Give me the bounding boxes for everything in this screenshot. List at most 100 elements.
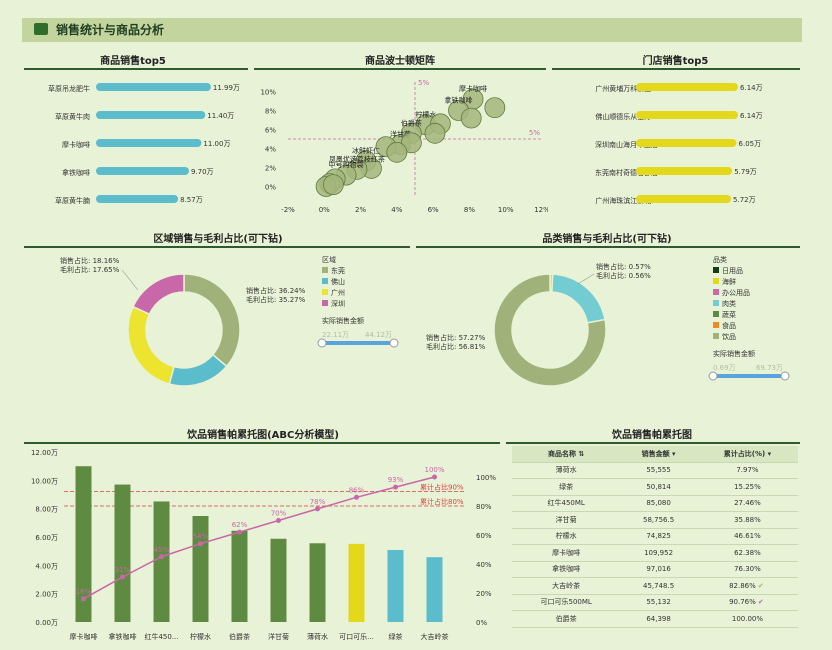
cumulative-line: [83, 476, 435, 600]
scatter-point: [460, 107, 482, 129]
column-header-pct[interactable]: 累计占比(%) ▾: [696, 446, 798, 463]
cell-name: 大吉岭茶: [512, 577, 621, 595]
legend-swatch: [713, 322, 719, 328]
panel-divider: [254, 68, 546, 70]
column-header-name[interactable]: 商品名称 ⇅: [512, 446, 621, 463]
x-tick-label: 0%: [319, 206, 330, 214]
cumulative-point: [81, 596, 86, 602]
pareto-bar: [75, 466, 92, 622]
slider-handle-min[interactable]: [317, 338, 327, 348]
table-row[interactable]: 洋甘菊 58,756.5 35.88%: [512, 511, 798, 529]
bar: [636, 83, 739, 91]
pareto-bar: [309, 543, 326, 622]
table-row[interactable]: 红牛450ML 85,080 27.46%: [512, 495, 798, 512]
panel-title-pareto: 饮品销售帕累托图(ABC分析模型): [187, 430, 339, 441]
table-row[interactable]: 拿铁咖啡 97,016 76.30%: [512, 561, 798, 578]
leader-line: [577, 273, 595, 285]
cell-pct: 76.30%: [696, 561, 798, 578]
slider-handle-min[interactable]: [708, 371, 718, 381]
bar-category-label: 东莞南村奇德名都店: [595, 168, 658, 177]
x-tick-label: 绿茶: [389, 632, 403, 641]
slider-track: [713, 374, 785, 378]
scatter-point-label: 洋甘菊: [390, 130, 411, 139]
table-row[interactable]: 薄荷水 55,555 7.97%: [512, 462, 798, 479]
bar-category-label: 广州海珠滨江新城...: [595, 196, 658, 205]
sort-icon[interactable]: ⇅: [578, 449, 585, 458]
panel-divider: [24, 246, 410, 248]
slider-max-label: 44.12万: [365, 331, 392, 339]
cell-amount: 74,825: [620, 528, 697, 545]
scatter-point-label: 摩卡咖啡: [459, 84, 487, 93]
y-tick-label: 8%: [265, 108, 276, 116]
legend-label: 肉类: [722, 299, 736, 308]
bar: [636, 111, 739, 119]
x-tick-label: 8%: [464, 206, 475, 214]
panel-title-top5: 商品销售top5: [100, 56, 166, 67]
scatter-point: [400, 132, 422, 154]
leader-line: [121, 269, 139, 291]
pareto-bar: [426, 557, 443, 622]
donut-slice: [132, 273, 185, 316]
table-row[interactable]: 大吉岭茶 45,748.5 82.86% ✔: [512, 577, 798, 595]
scatter-point-label: 冰鲜虾仁: [352, 146, 380, 155]
panel-divider: [552, 68, 800, 70]
column-header-amount[interactable]: 销售金额 ▾: [620, 446, 697, 463]
table-row[interactable]: 摩卡咖啡 109,952 62.38%: [512, 544, 798, 562]
cell-name: 绿茶: [512, 478, 621, 496]
table-row[interactable]: 柠檬水 74,825 46.61%: [512, 528, 798, 545]
scatter-point: [424, 122, 446, 144]
bar-value-label: 6.14万: [740, 84, 763, 92]
legend-label: 食品: [722, 321, 736, 330]
legend-swatch: [322, 278, 328, 284]
legend-swatch: [713, 289, 719, 295]
y-tick-label: 0%: [265, 184, 276, 192]
legend-label: 东莞: [331, 266, 345, 275]
slider-handle-max[interactable]: [389, 338, 399, 348]
donut-slice: [551, 273, 606, 324]
table-header-row: 商品名称 ⇅ 销售金额 ▾ 累计占比(%) ▾: [512, 446, 798, 463]
dropdown-icon[interactable]: ▾: [672, 449, 676, 458]
panel-divider: [416, 246, 800, 248]
slider-handle-max[interactable]: [780, 371, 790, 381]
donut-annotation: 毛利占比: 0.56%: [596, 271, 651, 280]
table-row[interactable]: 可口可乐500ML 55,132 90.76% ✔: [512, 594, 798, 611]
bar: [636, 139, 737, 147]
table-row[interactable]: 伯爵茶 64,398 100.00%: [512, 610, 798, 628]
cell-pct: 82.86% ✔: [696, 577, 798, 595]
y-tick-label: 6%: [265, 127, 276, 135]
bar-category-label: 广州黄埔万科新里...: [595, 84, 658, 93]
reference-line-label: 累计占比80%: [420, 497, 464, 506]
legend-label: 饮品: [722, 332, 736, 341]
pareto-bar: [231, 530, 248, 622]
cumulative-point: [315, 506, 320, 512]
donut-annotation: 销售占比: 18.16%: [60, 256, 120, 265]
y-tick-label: 12.00万: [31, 449, 58, 457]
legend-label: 蔬菜: [722, 310, 736, 319]
scatter-point-label: 柠檬水: [415, 110, 436, 119]
y2-tick-label: 80%: [476, 503, 492, 511]
cell-name: 薄荷水: [512, 462, 621, 479]
cell-name: 柠檬水: [512, 528, 621, 545]
y-tick-label: 2%: [265, 165, 276, 173]
x-tick-label: 大吉岭茶: [421, 632, 449, 641]
cell-amount: 97,016: [620, 561, 697, 578]
bar: [96, 167, 189, 175]
cumulative-point: [198, 541, 203, 547]
bar-category-label: 草原黄牛肉: [55, 112, 90, 121]
cell-name: 红牛450ML: [512, 495, 621, 512]
table-row[interactable]: 绿茶 50,814 15.25%: [512, 478, 798, 496]
cell-amount: 45,748.5: [620, 577, 697, 595]
cumulative-point: [432, 474, 437, 480]
slider-label: 实际销售金额: [713, 349, 755, 358]
dashboard-icon: [34, 23, 48, 35]
x-tick-label: -2%: [281, 206, 295, 214]
cumulative-label: 62%: [232, 521, 248, 529]
slider-label: 实际销售金额: [322, 316, 364, 325]
cumulative-label: 16%: [76, 588, 92, 596]
dropdown-icon[interactable]: ▾: [767, 449, 772, 458]
pareto-bar: [387, 550, 404, 622]
cell-name: 伯爵茶: [512, 610, 621, 628]
